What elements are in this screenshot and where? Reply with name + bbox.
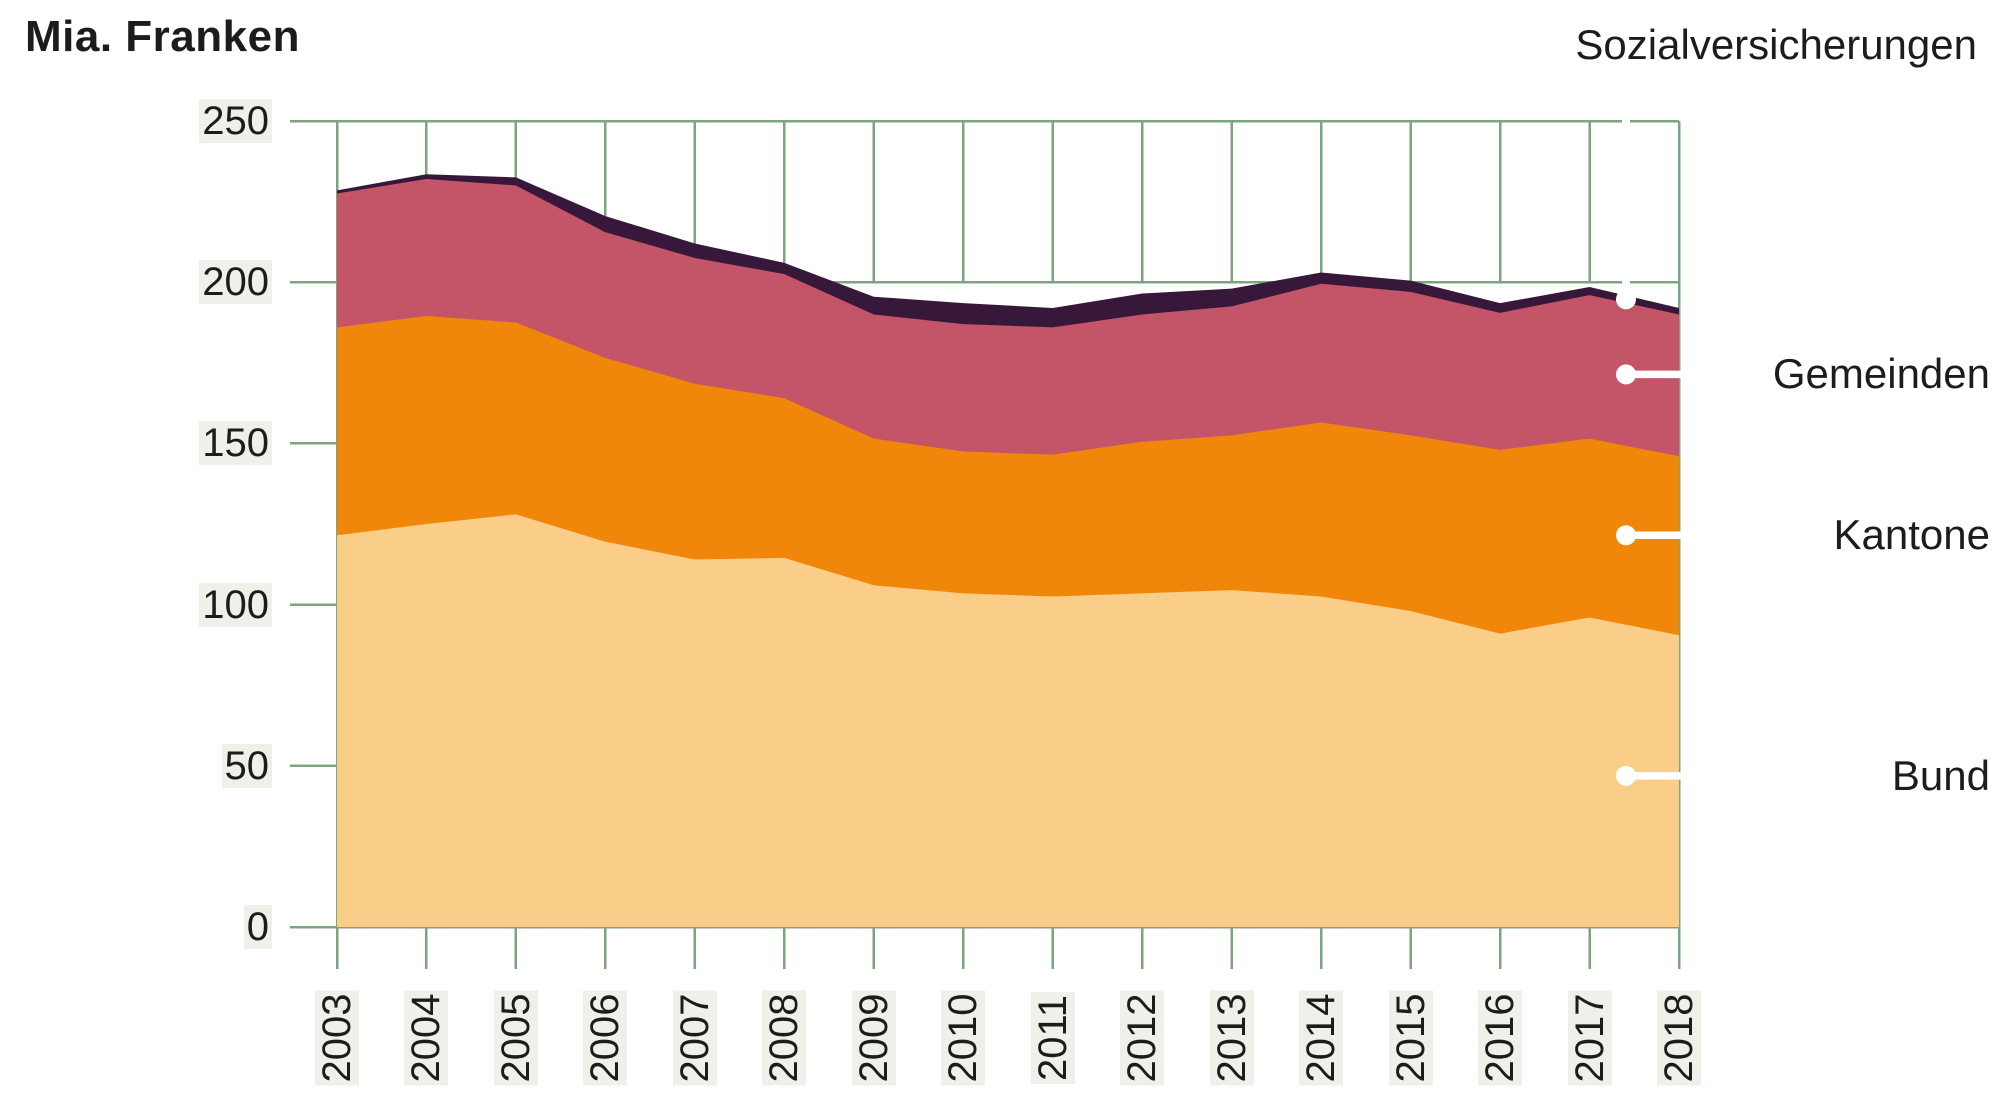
x-tick-label-2011: 2011: [1030, 991, 1075, 1085]
x-tick-label-2017: 2017: [1567, 990, 1612, 1086]
y-tick-label-50: 50: [0, 743, 272, 789]
x-tick-label-2008: 2008: [762, 990, 807, 1086]
area-bund: [337, 514, 1679, 927]
x-tick-label-2010: 2010: [941, 990, 986, 1086]
callout-dot-sozialversicherungen: [1616, 289, 1636, 310]
x-tick-label-2003: 2003: [315, 990, 359, 1086]
y-axis-unit-title: Mia. Franken: [25, 12, 300, 61]
x-tick-label-2006: 2006: [583, 990, 628, 1086]
y-tick-label-100: 100: [0, 582, 272, 628]
x-tick-label-2018: 2018: [1657, 990, 1701, 1086]
x-tick-label-2014: 2014: [1299, 990, 1344, 1086]
x-tick-label-2012: 2012: [1120, 990, 1165, 1086]
callout-dot-kantone: [1616, 525, 1636, 546]
y-tick-label-250: 250: [0, 98, 272, 144]
y-tick-label-200: 200: [0, 259, 272, 305]
x-tick-label-2016: 2016: [1478, 990, 1523, 1086]
x-tick-label-2005: 2005: [493, 990, 538, 1086]
legend-label-kantone: Kantone: [1833, 511, 1990, 559]
legend-label-bund: Bund: [1891, 751, 1990, 799]
legend-label-sozialversicherungen: Sozialversicherungen: [1575, 21, 1977, 68]
callouts: [1616, 78, 1688, 786]
x-tick-label-2013: 2013: [1209, 990, 1254, 1086]
x-tick-label-2004: 2004: [404, 990, 449, 1086]
x-tick-label-2015: 2015: [1388, 990, 1433, 1086]
callout-dot-bund: [1616, 765, 1636, 786]
x-tick-label-2009: 2009: [851, 990, 896, 1086]
y-tick-label-150: 150: [0, 420, 272, 466]
callout-dot-gemeinden: [1616, 364, 1636, 385]
y-tick-label-0: 0: [0, 904, 272, 950]
area-layers: [337, 174, 1679, 928]
x-tick-label-2007: 2007: [672, 990, 717, 1086]
legend-label-gemeinden: Gemeinden: [1772, 350, 1990, 398]
